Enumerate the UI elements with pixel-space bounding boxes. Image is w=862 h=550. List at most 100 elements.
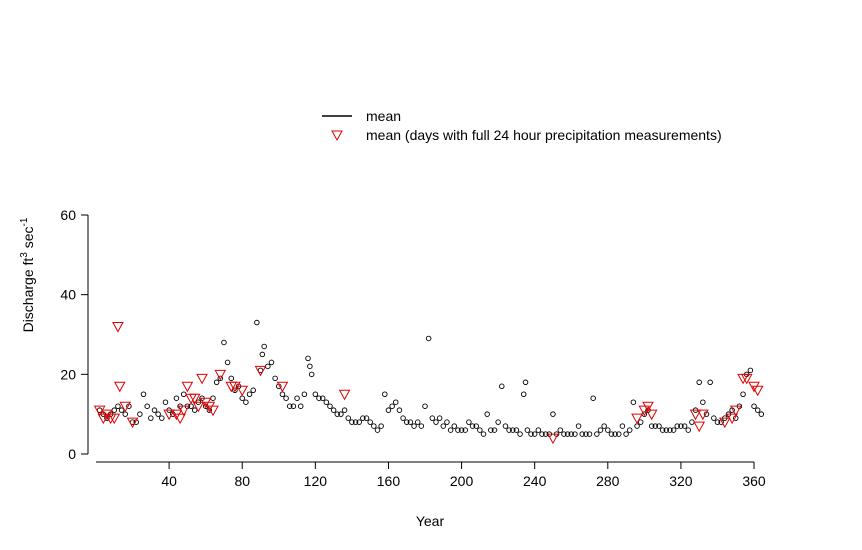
y-axis-title-sup2: -1 (19, 217, 30, 226)
x-tick-label: 320 (669, 473, 693, 489)
mean-point (674, 423, 681, 429)
mean-point (338, 411, 344, 417)
precip-point (163, 409, 175, 421)
precip-point (645, 409, 658, 421)
y-axis-title: Discharge ft3 sec-1 (19, 217, 36, 332)
precip-point (689, 409, 702, 421)
mean-point (462, 427, 468, 433)
mean-point (308, 371, 315, 378)
mean-point (700, 399, 706, 405)
precip-point (174, 413, 186, 425)
mean-point (491, 427, 498, 433)
mean-point (287, 403, 293, 409)
mean-point (261, 343, 267, 350)
mean-point (451, 423, 458, 429)
mean-point (356, 419, 362, 425)
mean-point (389, 403, 395, 409)
y-tick-label: 20 (60, 366, 76, 382)
mean-point (531, 431, 538, 437)
x-axis-title: Year (416, 513, 445, 529)
mean-point (612, 431, 618, 437)
mean-point (307, 363, 313, 370)
precip-point (254, 365, 267, 377)
mean-point (330, 407, 337, 413)
mean-point (619, 423, 626, 429)
mean-point (378, 423, 384, 429)
mean-point (217, 375, 224, 382)
mean-point (528, 431, 534, 437)
mean-point (221, 339, 227, 346)
mean-point (393, 399, 399, 405)
mean-point (148, 415, 154, 421)
mean-point (316, 395, 322, 401)
y-axis-title-sup1: 3 (19, 252, 30, 258)
precip-point (547, 433, 559, 445)
precip-point (693, 421, 706, 433)
x-tick-label: 280 (596, 473, 620, 489)
mean-point (122, 411, 128, 417)
precip-point (112, 322, 124, 333)
mean-point (447, 427, 454, 433)
mean-point (371, 423, 377, 429)
mean-point (301, 391, 308, 398)
mean-point (623, 431, 629, 437)
mean-point (616, 431, 622, 437)
mean-point (590, 395, 596, 401)
mean-point (290, 403, 297, 409)
mean-point (754, 407, 761, 413)
precip-point (181, 381, 194, 393)
mean-point (360, 415, 366, 421)
mean-point (747, 367, 754, 374)
mean-point (626, 427, 633, 433)
mean-point (144, 403, 150, 409)
mean-point (228, 375, 235, 382)
mean-point (279, 391, 286, 398)
mean-point (305, 355, 311, 362)
precip-point (119, 401, 132, 413)
mean-point (327, 403, 333, 409)
precip-point (170, 409, 183, 421)
mean-point (656, 423, 662, 429)
mean-point (689, 419, 695, 425)
mean-point (711, 415, 717, 421)
mean-point (294, 395, 300, 401)
mean-point (539, 431, 545, 437)
mean-point (411, 423, 417, 429)
mean-point (111, 407, 118, 413)
mean-point (440, 423, 447, 429)
mean-point (118, 407, 125, 413)
mean-point (678, 423, 684, 429)
precip-point (214, 369, 227, 381)
precip-point (108, 413, 121, 425)
mean-point (254, 319, 260, 326)
mean-point (334, 411, 341, 417)
mean-point (246, 391, 253, 398)
mean-point (522, 379, 529, 386)
precip-point (192, 401, 205, 413)
precip-point (199, 397, 212, 409)
mean-point (608, 431, 615, 437)
mean-point (488, 427, 494, 433)
precip-point (97, 413, 110, 425)
precip-point (225, 381, 238, 393)
mean-point (502, 423, 509, 429)
mean-point (115, 403, 121, 409)
mean-point (429, 415, 436, 421)
mean-point (151, 407, 158, 413)
mean-point (659, 427, 666, 433)
precip-point (276, 381, 289, 393)
mean-point (250, 387, 256, 394)
mean-point (224, 359, 231, 366)
y-tick-label: 60 (60, 207, 76, 223)
mean-point (634, 423, 640, 429)
mean-point (685, 427, 691, 433)
mean-point (579, 431, 585, 437)
mean-point (550, 411, 556, 417)
mean-point (663, 427, 670, 433)
precip-point (729, 405, 742, 417)
mean-point (319, 395, 326, 401)
mean-point (239, 395, 245, 401)
precip-point (726, 413, 738, 425)
mean-point (155, 411, 161, 417)
